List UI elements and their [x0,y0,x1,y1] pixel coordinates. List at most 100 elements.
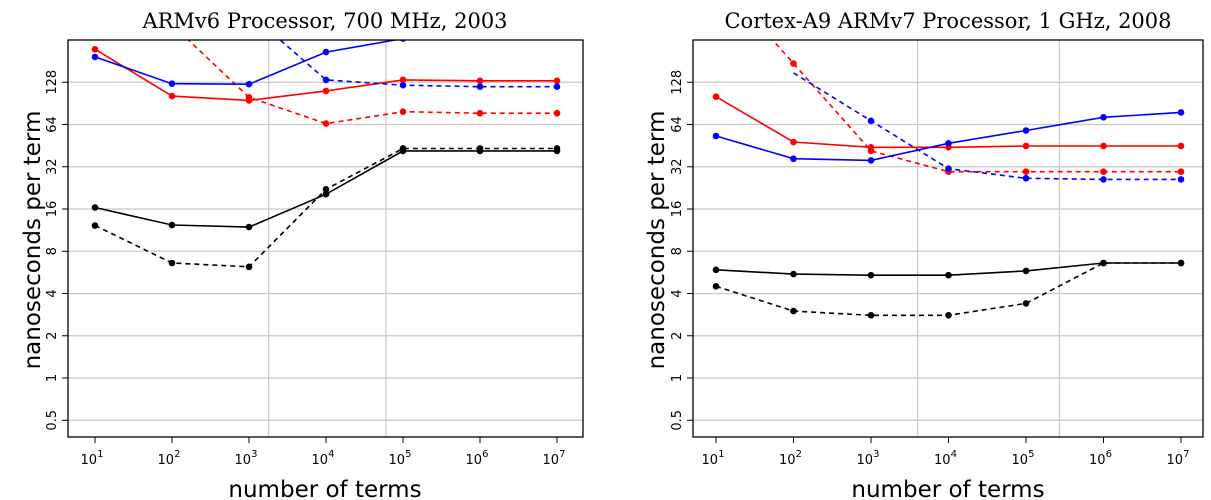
data-point [1100,176,1107,183]
data-point [399,76,407,84]
y-tick-label: 4 [45,289,60,297]
data-point [322,76,330,84]
data-point [867,117,875,125]
data-point [790,138,797,146]
y-tick-label: 16 [45,201,60,218]
y-tick-label: 0.5 [45,410,60,431]
data-point [476,145,484,152]
data-point [168,92,176,100]
data-point [1022,142,1030,150]
data-point [553,83,561,90]
series-group [91,40,561,271]
data-point [1100,142,1107,150]
data-point [790,307,797,315]
y-tick-label: 8 [670,247,685,255]
x-tick-label: 107 [1167,449,1190,468]
y-tick-label: 128 [670,70,685,95]
x-axis-label: number of terms [851,477,1044,500]
data-point [790,155,797,163]
chart-left: ARMv6 Processor, 700 MHz, 2003 number of… [20,9,584,500]
series-line [715,262,1181,317]
series-line [715,96,1181,149]
data-point [91,45,99,53]
plot-frame [692,39,1204,438]
data-point [945,271,952,279]
y-axis-label: nanoseconds per term [20,111,46,370]
data-point [1100,168,1107,176]
data-point [553,109,561,117]
y-tick-label: 64 [45,116,60,133]
y-tick-label: 16 [670,201,685,218]
x-axis-label: number of terms [228,477,421,500]
data-point [168,80,176,87]
y-tick-label: 8 [45,247,60,255]
data-point [945,140,952,147]
data-point [1022,174,1030,182]
data-point [1177,109,1185,116]
x-tick-label: 104 [312,449,335,468]
chart-title: Cortex-A9 ARMv7 Processor, 1 GHz, 2008 [724,9,1171,33]
x-tick-label: 107 [543,449,566,468]
data-point [476,109,484,117]
data-point [790,60,797,67]
data-point [553,145,561,152]
data-point [322,190,330,198]
chart-title: ARMv6 Processor, 700 MHz, 2003 [141,9,507,33]
data-point [168,259,176,267]
y-tick-label: 64 [670,116,685,133]
plot-frame [67,39,584,438]
data-point [712,266,720,274]
x-tick-label: 105 [389,449,412,468]
data-point [1022,168,1030,176]
data-point [476,83,484,90]
data-point [91,204,99,211]
data-point [168,221,176,229]
x-tick-label: 101 [702,449,725,468]
y-tick-label: 2 [670,332,685,340]
data-point [1177,142,1185,150]
data-point [867,311,875,319]
data-point [322,48,330,56]
series-line [793,72,1181,181]
data-point [1177,168,1185,176]
data-point [712,283,720,290]
data-point [1022,127,1030,134]
data-point [1177,176,1185,183]
x-tick-label: 106 [1089,449,1112,468]
series-group [712,40,1185,319]
y-tick-label: 0.5 [670,410,685,431]
data-point [790,270,797,278]
data-point [945,311,952,319]
y-tick-label: 1 [670,374,685,382]
data-point [322,186,330,193]
series-line [715,111,1182,162]
y-tick-label: 32 [670,158,685,175]
data-point [400,40,406,42]
data-point [1022,300,1030,307]
data-point [1022,267,1030,275]
data-point [91,222,99,229]
x-tick-label: 103 [857,449,880,468]
y-axis-label: nanoseconds per term [644,111,670,370]
data-point [1100,114,1107,121]
data-point [322,120,330,127]
y-tick-label: 1 [45,374,60,382]
data-point [867,271,875,279]
data-point [1100,259,1107,267]
data-point [399,145,407,152]
chart-right: Cortex-A9 ARMv7 Processor, 1 GHz, 2008 n… [644,9,1204,500]
y-tick-label: 4 [670,289,685,297]
data-point [867,157,875,164]
x-tick-label: 104 [934,449,957,468]
data-point [245,223,253,231]
data-point [553,77,561,85]
x-tick-label: 102 [158,449,181,468]
x-tick-label: 103 [235,449,258,468]
data-point [399,108,407,115]
x-tick-label: 101 [81,449,104,468]
x-tick-label: 102 [779,449,802,468]
data-point [712,93,720,100]
data-point [476,77,484,85]
data-point [945,165,952,172]
